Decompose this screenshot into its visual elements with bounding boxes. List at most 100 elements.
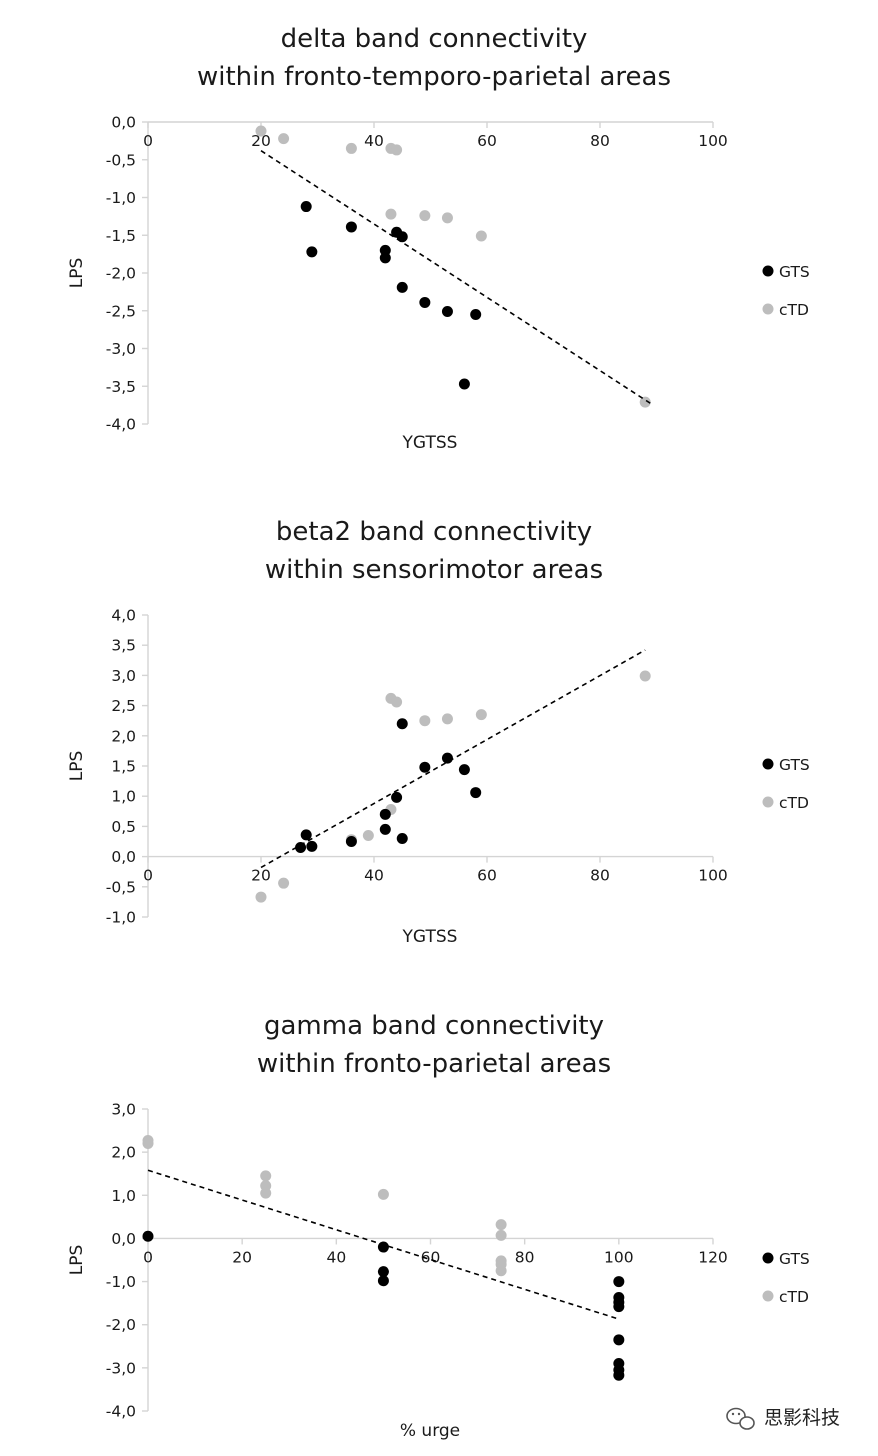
data-point-ctd <box>495 1265 507 1277</box>
y-tick-label: -4,0 <box>106 416 136 434</box>
data-point-ctd <box>255 125 267 137</box>
legend-marker-gts <box>762 758 774 770</box>
data-point-ctd <box>260 1170 272 1182</box>
data-point-gts <box>345 221 357 233</box>
data-point-gts <box>419 296 431 308</box>
data-point-ctd <box>278 133 290 145</box>
x-tick-label: 20 <box>232 1248 252 1266</box>
y-tick-label: -1,0 <box>106 1273 136 1291</box>
x-tick-label: 40 <box>364 867 384 885</box>
data-point-gts <box>345 836 357 847</box>
gamma-chart: 3,02,01,00,0-1,0-2,0-3,0-4,00 20 40 60 80 100… <box>67 1011 810 1441</box>
x-tick-label: 100 <box>698 867 728 885</box>
y-tick-label: -3,0 <box>106 1359 136 1377</box>
legend-label-gts: GTS <box>779 756 810 774</box>
data-point-gts <box>613 1301 625 1313</box>
y-tick-label: 4,0 <box>111 607 136 625</box>
y-tick-label: 1,5 <box>111 758 136 776</box>
wechat-icon <box>726 1407 755 1430</box>
legend-label-gts: GTS <box>779 1250 810 1268</box>
data-point-ctd <box>475 709 487 721</box>
axes: 3,02,01,00,0-1,0-2,0-3,0-4,00 20 40 60 80 100… <box>106 1101 728 1421</box>
chart-title-line-2: within sensorimotor areas <box>265 555 603 585</box>
data-point-ctd <box>255 891 267 903</box>
legend-label-gts: GTS <box>779 263 810 281</box>
y-tick-label: 0,0 <box>111 848 136 866</box>
x-axis-label: YGTSS <box>402 433 458 453</box>
y-tick-label: 0,5 <box>111 818 136 836</box>
data-point-gts <box>419 761 431 773</box>
data-point-ctd <box>475 230 487 242</box>
x-tick-label: 0 <box>143 867 153 885</box>
series-gts <box>142 1230 625 1381</box>
data-point-gts <box>396 718 408 730</box>
data-point-ctd <box>419 715 431 727</box>
y-tick-label: -1,5 <box>106 227 136 245</box>
data-point-gts <box>377 1266 389 1278</box>
data-point-gts <box>613 1334 625 1346</box>
data-point-ctd <box>385 208 397 220</box>
x-tick-label: 100 <box>604 1248 634 1266</box>
data-point-ctd <box>419 210 431 222</box>
x-tick-label: 60 <box>477 132 497 150</box>
legend-marker-ctd <box>762 303 774 315</box>
legend-label-ctd: cTD <box>779 794 809 812</box>
x-tick-label: 80 <box>590 867 610 885</box>
beta2-chart: 4,0 3,5 3,0 2,5 2,0 1,5 1,0 0,5 0,0 -0,5 -1,0 0 20 40… <box>67 517 810 947</box>
chart-title-line-1: delta band connectivity <box>281 24 588 54</box>
x-axis-label: % urge <box>400 1421 460 1441</box>
legend-marker-ctd <box>762 796 774 808</box>
data-point-gts <box>613 1369 625 1381</box>
series-gts <box>300 201 482 390</box>
y-tick-label: 2,5 <box>111 697 136 715</box>
data-point-gts <box>379 823 391 835</box>
y-axis-label: LPS <box>67 1245 87 1276</box>
x-tick-label: 120 <box>698 1248 728 1266</box>
data-point-ctd <box>142 1138 154 1150</box>
y-tick-label: -3,0 <box>106 340 136 358</box>
data-point-gts <box>377 1241 389 1253</box>
data-point-gts <box>470 787 482 799</box>
data-point-gts <box>377 1275 389 1287</box>
y-axis-label: LPS <box>67 751 87 782</box>
x-tick-label: 40 <box>326 1248 346 1266</box>
data-point-gts <box>142 1230 154 1242</box>
data-point-gts <box>396 231 408 243</box>
data-point-gts <box>458 764 470 776</box>
legend-marker-gts <box>762 265 774 277</box>
data-point-gts <box>306 246 318 258</box>
y-axis-label: LPS <box>67 258 87 289</box>
data-point-gts <box>391 791 403 803</box>
data-point-ctd <box>639 396 651 408</box>
data-point-gts <box>441 752 453 764</box>
data-point-ctd <box>391 696 403 708</box>
data-point-gts <box>379 808 391 820</box>
y-tick-label: 1,0 <box>111 1187 136 1205</box>
y-tick-label: -1,0 <box>106 189 136 207</box>
y-tick-label: 3,0 <box>111 1101 136 1119</box>
data-point-ctd <box>495 1219 507 1231</box>
data-point-ctd <box>345 142 357 154</box>
data-point-gts <box>458 378 470 390</box>
y-tick-label: 2,0 <box>111 727 136 745</box>
data-point-ctd <box>441 713 453 725</box>
data-point-gts <box>396 832 408 844</box>
x-tick-label: 80 <box>590 132 610 150</box>
y-tick-label: -3,5 <box>106 378 136 396</box>
chart-title-line-1: gamma band connectivity <box>264 1011 604 1041</box>
legend: GTS cTD <box>762 756 810 812</box>
x-tick-label: 100 <box>698 132 728 150</box>
chart-title-line-2: within fronto-parietal areas <box>257 1049 611 1079</box>
y-tick-label: -2,0 <box>106 1316 136 1334</box>
x-tick-label: 0 <box>143 1248 153 1266</box>
x-tick-label: 80 <box>515 1248 535 1266</box>
y-tick-label: 2,0 <box>111 1144 136 1162</box>
data-point-gts <box>613 1276 625 1288</box>
legend-label-ctd: cTD <box>779 1288 809 1306</box>
data-point-gts <box>379 244 391 256</box>
data-point-ctd <box>362 829 374 841</box>
data-point-ctd <box>278 877 290 889</box>
y-tick-label: 0,0 <box>111 114 136 132</box>
x-tick-label: 40 <box>364 132 384 150</box>
y-tick-label: -1,0 <box>106 909 136 927</box>
